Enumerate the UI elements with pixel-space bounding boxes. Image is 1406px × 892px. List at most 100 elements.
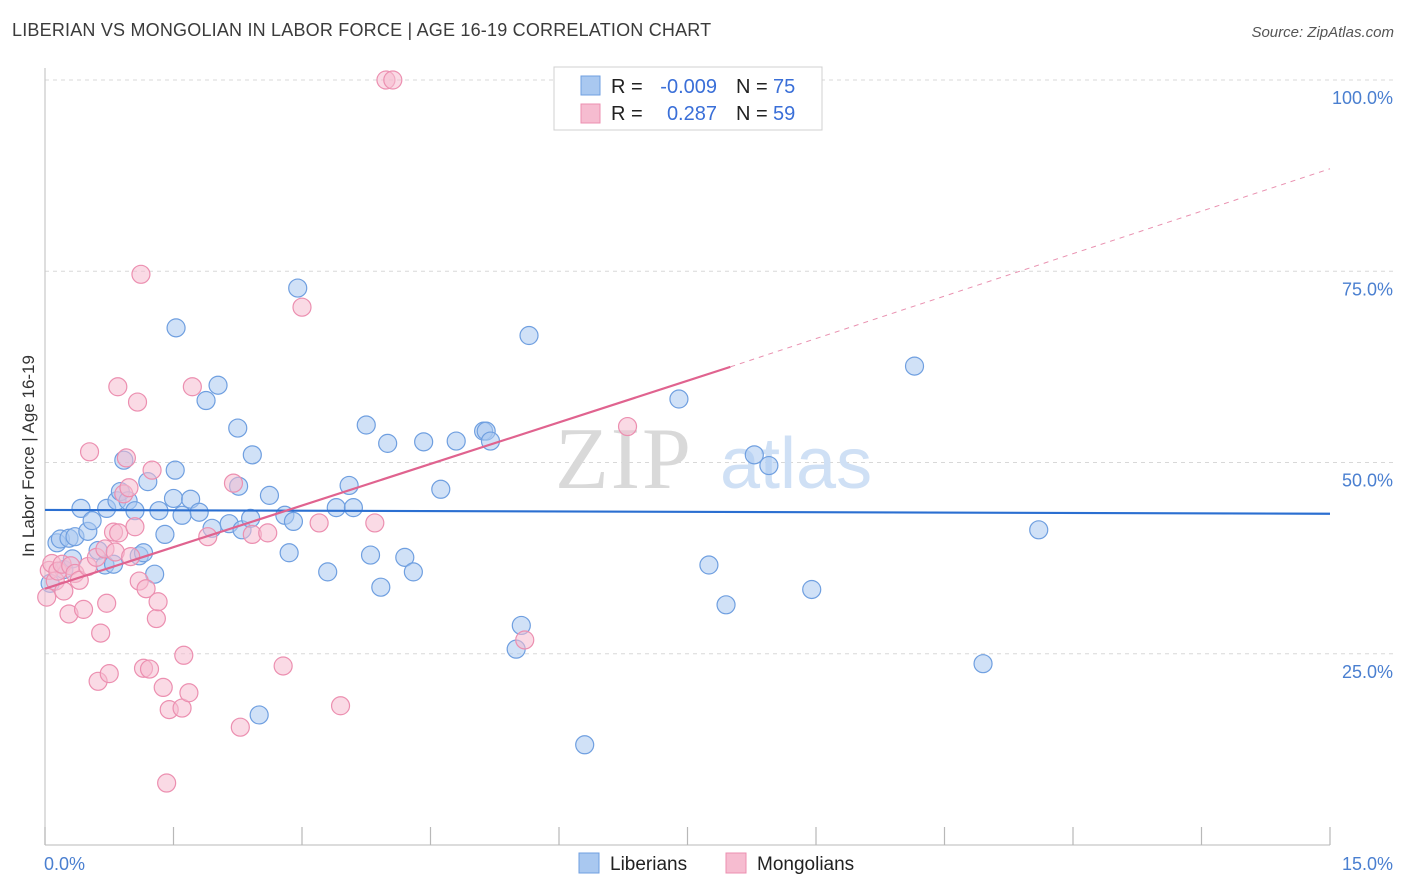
liberian-point [1029,520,1049,540]
axes: 0.0% 15.0% [44,68,1393,874]
mongolian-point [99,664,119,684]
liberian-point [259,485,280,505]
liberian-point [759,455,779,476]
mongolian-point [179,683,199,703]
liberian-point [343,498,363,518]
liberian-point [283,511,304,532]
chart-title: LIBERIAN VS MONGOLIAN IN LABOR FORCE | A… [12,20,712,40]
mongolian-point [73,599,94,619]
legend-blue-swatch [580,75,601,96]
x-tick-label-end: 15.0% [1342,854,1393,874]
liberian-point [189,502,209,522]
mongolian-point [174,645,194,665]
liberian-point [802,579,822,600]
y-tick-label: 50.0% [1342,471,1393,491]
mongolian-point [108,377,128,397]
legend-box: R = -0.009 N = 75 R = 0.287 N = 59 [553,66,823,131]
legend-r-label-1: R = [611,76,643,98]
liberian-point [360,545,381,565]
liberian-point [326,498,346,518]
liberian-point [208,375,228,395]
mongolian-point [119,478,139,498]
mongolian-point [127,392,148,412]
legend-n-value-2: 59 [773,103,795,125]
chart-source: Source: ZipAtlas.com [1251,24,1394,41]
watermark: ZIP atlas [555,411,872,508]
mongolian-point [330,696,351,716]
mongolian-point [142,460,162,480]
liberian-point [163,488,184,509]
mongolian-point [148,592,168,612]
mongolian-point [146,608,166,629]
mongolian-point [309,513,329,533]
bottom-legend-mongolians: Mongolians [757,854,854,875]
mongolian-point [125,517,145,537]
bottom-legend-liberians: Liberians [610,854,687,875]
liberian-point [249,705,269,725]
mongolian-point [182,377,202,397]
mongolian-point [157,773,177,793]
liberian-point [378,433,398,453]
legend-r-value-2: 0.287 [667,103,717,125]
liberian-point [519,325,539,346]
liberian-point [716,595,736,615]
liberian-point [446,431,466,451]
mongolians-points [37,70,638,793]
liberian-point [403,562,423,582]
legend-r-value-1: -0.009 [660,76,717,98]
x-tick-label-start: 0.0% [44,854,85,874]
liberians-points [40,278,1049,755]
liberian-point [669,389,689,409]
liberian-point [172,505,192,525]
y-axis-title: In Labor Force | Age 16-19 [19,355,38,557]
liberian-point [431,479,451,499]
liberian-point [82,511,102,531]
liberian-point [288,278,308,298]
liberian-point [228,418,248,438]
liberian-point [166,318,186,338]
liberian-point [395,547,415,567]
grid-lines: 25.0% 50.0% 75.0% 100.0% [45,79,1395,682]
mongolian-point [79,442,100,462]
liberian-point [71,498,91,518]
liberian-point [699,555,719,575]
mongolian-point [365,513,385,533]
legend-r-label-2: R = [611,103,643,125]
mongolian-point [37,587,57,607]
liberians-trend-line [44,508,1331,515]
mongolian-point [273,656,293,676]
trend-lines [44,168,1331,590]
mongolian-point [515,630,535,650]
mongolian-point [139,659,160,679]
liberian-point [414,432,434,452]
liberian-point [242,445,262,465]
legend-n-label-1: N = [736,76,768,98]
legend-pink-swatch [580,103,601,124]
liberian-point [744,445,764,465]
mongolian-point [121,546,141,567]
mongolian-point [91,623,111,643]
mongolian-point [617,416,638,437]
bottom-legend-blue-swatch [578,852,600,874]
y-tick-label: 100.0% [1332,88,1393,108]
mongolian-point [116,448,136,468]
legend-n-label-2: N = [736,103,768,125]
liberian-point [973,654,993,674]
liberian-point [279,543,299,563]
mongolian-point [223,473,244,493]
liberian-point [371,577,391,597]
bottom-legend-pink-swatch [725,852,747,874]
mongolian-point [97,593,117,613]
mongolian-point [258,523,278,543]
mongolian-point [153,677,173,698]
mongolian-point [383,70,403,90]
legend-n-value-1: 75 [773,76,795,98]
liberian-point [318,562,338,582]
y-tick-label: 75.0% [1342,279,1393,299]
y-tick-label: 25.0% [1342,662,1393,682]
liberian-point [155,524,175,545]
liberian-point [356,415,376,435]
mongolian-point [292,297,312,317]
mongolians-trend-line [44,365,731,590]
